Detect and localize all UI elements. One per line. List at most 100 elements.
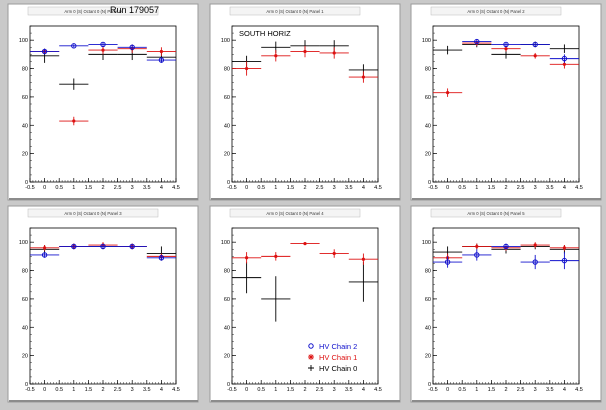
x-tick-label: 0.5: [55, 387, 63, 393]
legend-marker: [308, 343, 314, 349]
point-marker-chain1: [332, 51, 336, 55]
point-marker-chain1: [274, 254, 278, 258]
x-tick-label: 2: [101, 185, 104, 191]
pad-grid: Arm 0 (S) Octant 0 (N) Panel 0-0.5 0 0.5 1 1…: [7, 3, 602, 403]
point-marker-chain2: [129, 243, 135, 250]
point-marker-chain2: [561, 55, 568, 62]
x-tick-label: -0.5: [227, 185, 236, 191]
pad-frame: [209, 205, 401, 403]
pad-title-box: [430, 6, 562, 16]
point-marker-chain1: [72, 119, 76, 123]
point-marker-chain1: [446, 91, 450, 95]
y-tick-label: 80: [224, 269, 230, 275]
y-tick-label: 40: [224, 325, 230, 331]
x-tick-label: -0.5: [25, 387, 34, 393]
point-marker-chain1: [533, 54, 537, 58]
x-tick-label: 1: [72, 387, 75, 393]
point-marker-chain2: [503, 41, 509, 48]
y-tick-label: 100: [19, 240, 28, 246]
y-tick-label: 0: [428, 180, 431, 186]
x-tick-label: -0.5: [428, 387, 437, 393]
x-tick-label: 3.5: [546, 185, 554, 191]
y-tick-label: 40: [425, 123, 431, 129]
point-marker-chain2: [41, 48, 48, 55]
x-tick-label: 2.5: [517, 185, 525, 191]
x-tick-label: 2.5: [517, 387, 525, 393]
x-tick-label: 0.5: [257, 185, 265, 191]
x-tick-label: 1.5: [85, 185, 93, 191]
x-tick-label: 4: [160, 185, 163, 191]
y-tick-label: 100: [19, 38, 28, 44]
pad-frame: [410, 3, 602, 201]
legend: HV Chain 2 HV Chain 1 HV Chain 0: [308, 342, 357, 373]
y-tick-label: 0: [227, 382, 230, 388]
point-marker-chain1: [245, 256, 249, 260]
point-marker-chain1: [43, 246, 47, 250]
legend-label: HV Chain 1: [319, 353, 357, 362]
point-marker-chain2: [532, 41, 538, 48]
y-tick-label: 20: [22, 354, 28, 360]
pad-title: Arm 0 (S) Octant 0 (N) Panel 5: [467, 211, 525, 216]
point-marker-chain1: [533, 243, 537, 247]
x-tick-label: 3.5: [143, 185, 151, 191]
pad-shadow: [211, 400, 400, 402]
y-tick-label: 60: [224, 95, 230, 101]
point-marker-chain2: [158, 255, 165, 261]
point-marker-chain1: [101, 48, 105, 52]
x-tick-label: 2: [101, 387, 104, 393]
x-tick-label: 3: [131, 387, 134, 393]
y-tick-label: 40: [425, 325, 431, 331]
x-tick-label: 3.5: [345, 185, 353, 191]
x-tick-label: 4.5: [575, 387, 583, 393]
pad-title: Arm 0 (S) Octant 0 (N) Panel 1: [266, 9, 324, 14]
y-tick-label: 20: [22, 152, 28, 158]
point-marker-chain1: [303, 49, 307, 54]
x-tick-label: 2: [504, 185, 507, 191]
pad-frame: [7, 3, 199, 201]
legend-label: HV Chain 2: [319, 342, 357, 351]
x-tick-label: -0.5: [428, 185, 437, 191]
point-marker-chain2: [532, 259, 538, 265]
x-tick-label: 2.5: [114, 387, 122, 393]
y-tick-label: 80: [224, 67, 230, 73]
point-marker-chain1: [274, 54, 278, 58]
point-marker-chain1: [475, 244, 479, 249]
x-tick-label: 4.5: [172, 387, 180, 393]
y-tick-label: 100: [422, 240, 431, 246]
x-tick-label: 1.5: [488, 185, 496, 191]
y-tick-label: 60: [224, 297, 230, 303]
y-tick-label: 40: [22, 123, 28, 129]
pad-5: Arm 0 (S) Octant 0 (N) Panel 5-0.5 0 0.5 1 1…: [410, 205, 602, 403]
x-tick-label: 0.5: [55, 185, 63, 191]
x-tick-label: 1: [475, 387, 478, 393]
x-tick-label: 2.5: [114, 185, 122, 191]
y-tick-label: 0: [25, 180, 28, 186]
point-marker-chain1: [361, 75, 365, 79]
x-tick-label: 4.5: [575, 185, 583, 191]
pad-shadow: [9, 400, 198, 402]
point-marker-chain1: [303, 242, 307, 246]
x-tick-label: 4: [160, 387, 163, 393]
x-tick-label: 4: [362, 387, 365, 393]
point-marker-chain2: [158, 57, 165, 63]
x-tick-label: 3.5: [345, 387, 353, 393]
pad-frame: [209, 3, 401, 201]
x-tick-label: 4: [563, 387, 566, 393]
point-marker-chain2: [444, 259, 451, 265]
pad-title-box: [27, 6, 159, 16]
point-marker-chain2: [474, 38, 480, 45]
pad-title-box: [229, 208, 361, 218]
y-tick-label: 20: [425, 354, 431, 360]
x-tick-label: 0: [446, 185, 449, 191]
x-tick-label: 1: [274, 387, 277, 393]
x-tick-label: 3: [534, 387, 537, 393]
y-tick-label: 40: [22, 325, 28, 331]
x-tick-label: 0: [43, 185, 46, 191]
x-tick-label: 0.5: [257, 387, 265, 393]
x-tick-label: -0.5: [25, 185, 34, 191]
x-tick-label: -0.5: [227, 387, 236, 393]
y-tick-label: 100: [221, 38, 230, 44]
x-tick-label: 4.5: [172, 185, 180, 191]
point-marker-chain2: [503, 243, 509, 250]
pad-title-box: [27, 208, 159, 218]
